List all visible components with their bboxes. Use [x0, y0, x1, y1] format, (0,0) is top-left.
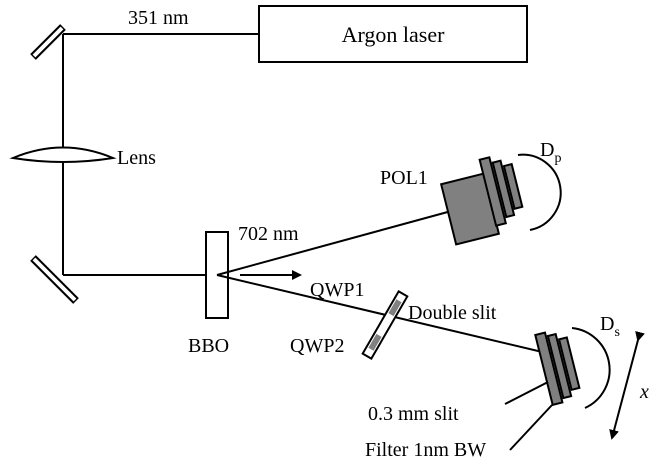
slit-label: 0.3 mm slit [368, 403, 459, 425]
translation-x-label: x [639, 381, 649, 403]
pol1-label: POL1 [380, 167, 428, 189]
bbo-label: BBO [188, 335, 229, 357]
double-slit-label: Double slit [408, 302, 497, 324]
translation-arrow [609, 330, 645, 440]
mirror-bottom [30, 255, 79, 304]
detector-ds [571, 327, 611, 409]
qwp2-label: QWP2 [290, 335, 344, 357]
uv-wavelength-label: 351 nm [128, 7, 189, 29]
double-slit-qwp-assembly [361, 289, 409, 361]
filter-leader [509, 404, 553, 451]
ir-beam-to-dp [216, 209, 456, 276]
filter-label: Filter 1nm BW [365, 439, 486, 461]
detector-ds-label: Ds [600, 313, 620, 340]
argon-laser-box [258, 5, 528, 63]
detector-ds-filters [534, 331, 581, 407]
argon-laser-label: Argon laser [342, 22, 446, 47]
ir-wavelength-label: 702 nm [238, 223, 299, 245]
slit-leader [504, 381, 549, 405]
detector-dp [517, 153, 562, 231]
detector-dp-label: Dp [540, 139, 561, 166]
detector-dp-filters [478, 156, 524, 227]
lens [9, 146, 117, 163]
mirror-top [30, 24, 66, 60]
lens-label: Lens [117, 147, 156, 169]
qwp1-label: QWP1 [310, 279, 364, 301]
